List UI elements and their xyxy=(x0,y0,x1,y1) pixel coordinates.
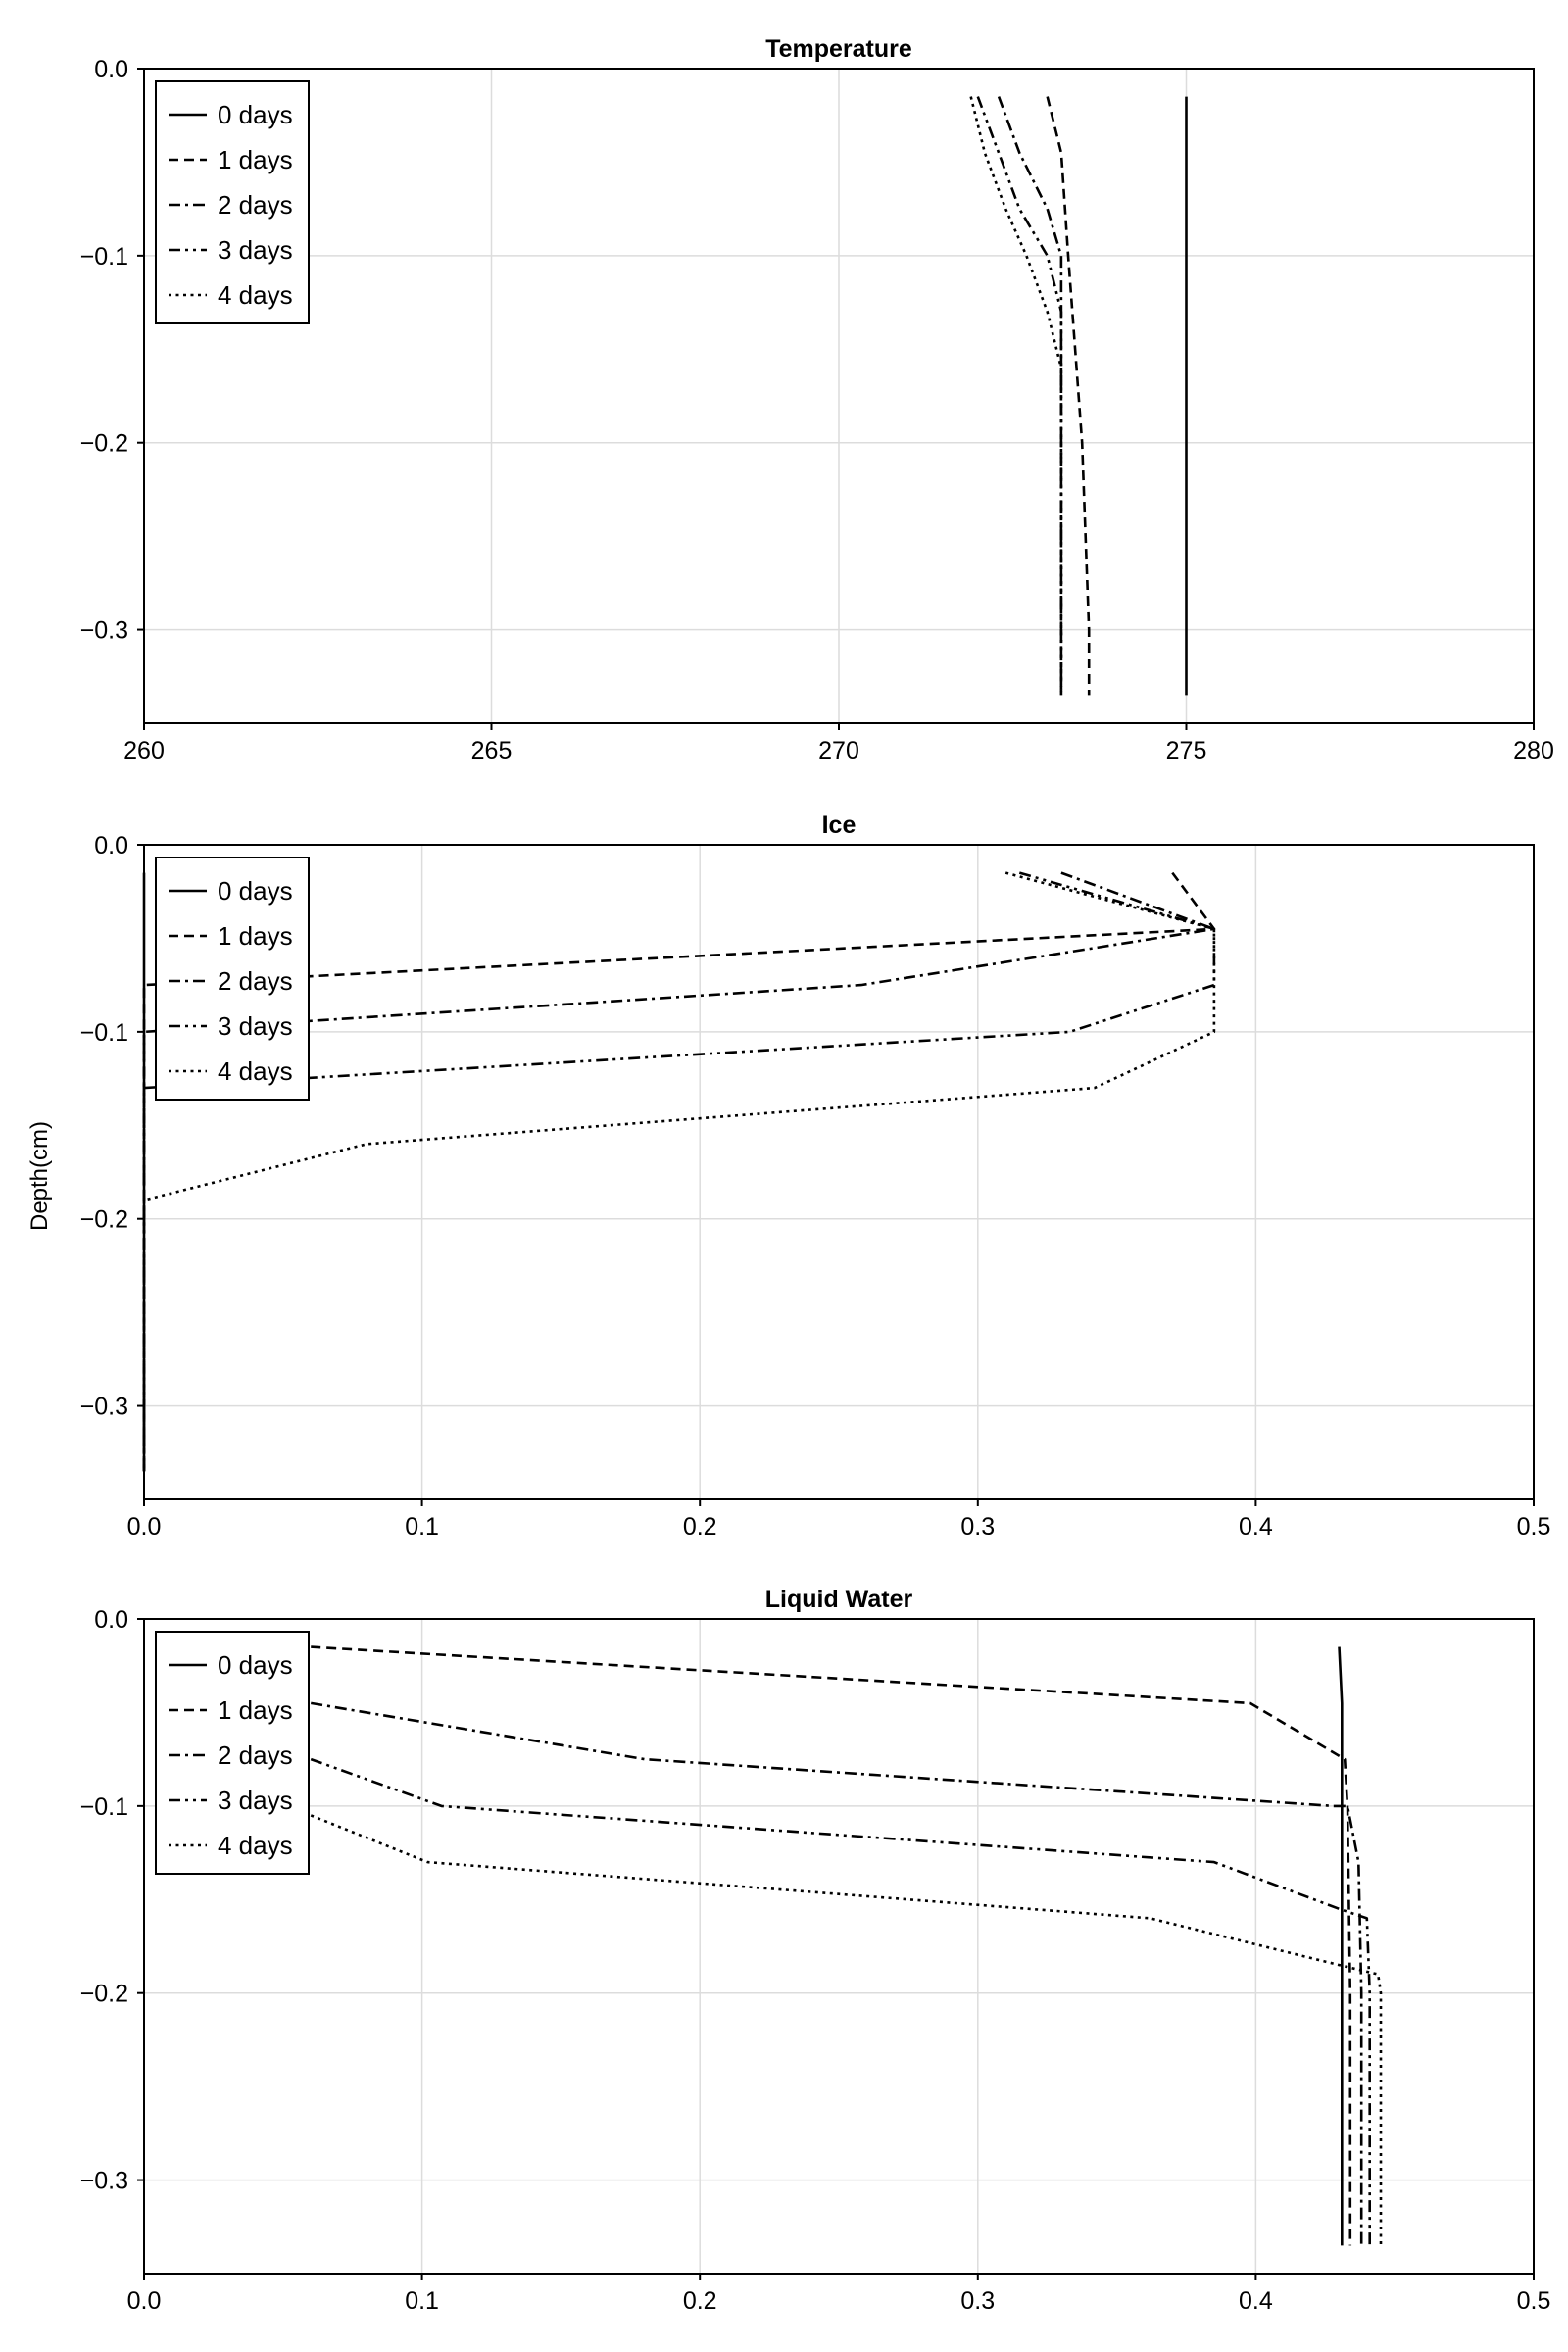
legend: 0 days 1 days 2 days 3 days 4 days xyxy=(155,857,310,1101)
y-tick-label: −0.2 xyxy=(80,430,128,458)
x-tick-label: 0.0 xyxy=(127,1513,162,1541)
legend-box xyxy=(155,857,310,1101)
legend-label: 2 days xyxy=(218,1740,293,1770)
x-tick-label: 0.5 xyxy=(1517,2287,1551,2315)
series-line-1-days xyxy=(1046,96,1091,696)
legend-box xyxy=(155,1631,310,1875)
legend-label: 3 days xyxy=(218,1786,293,1815)
x-tick-label: 0.0 xyxy=(127,2287,162,2315)
plot-frame xyxy=(143,844,1535,1500)
legend-label: 0 days xyxy=(218,1650,293,1680)
plot-frame xyxy=(143,1618,1535,2275)
y-tick-label: 0.0 xyxy=(94,1606,128,1634)
x-tick-label: 0.2 xyxy=(683,1513,717,1541)
y-tick-label: −0.3 xyxy=(80,2168,128,2195)
chart-title: Liquid Water xyxy=(765,1586,913,1613)
x-tick-label: 280 xyxy=(1513,737,1554,764)
legend-label: 4 days xyxy=(218,1056,293,1086)
x-tick-label: 0.1 xyxy=(405,2287,439,2315)
y-tick-label: 0.0 xyxy=(94,56,128,83)
x-tick-label: 260 xyxy=(123,737,165,764)
series-line-4-days xyxy=(969,96,1063,696)
x-tick-label: 0.5 xyxy=(1517,1513,1551,1541)
chart-title: Ice xyxy=(822,811,857,839)
y-tick-label: 0.0 xyxy=(94,832,128,859)
series-line-2-days xyxy=(310,1701,1363,2246)
x-tick-label: 0.1 xyxy=(405,1513,439,1541)
y-tick-label: −0.2 xyxy=(80,1206,128,1234)
x-tick-label: 0.4 xyxy=(1239,2287,1273,2315)
legend-label: 2 days xyxy=(218,190,293,220)
panels: Temperature 260 265 270 275 280 0.0 −0.1 −0.2 −0.… xyxy=(80,35,1554,2315)
series-line-4-days xyxy=(142,871,1216,1472)
series-line-0-days xyxy=(1338,1646,1344,2246)
x-tick-label: 0.2 xyxy=(683,2287,717,2315)
plot-frame xyxy=(143,68,1535,724)
legend-label: 1 days xyxy=(218,1695,293,1725)
legend-box xyxy=(155,80,310,324)
y-tick-label: −0.3 xyxy=(80,1394,128,1421)
legend-label: 0 days xyxy=(218,876,293,906)
x-tick-label: 0.3 xyxy=(960,1513,995,1541)
legend-label: 1 days xyxy=(218,145,293,174)
legend: 0 days 1 days 2 days 3 days 4 days xyxy=(155,80,310,324)
legend: 0 days 1 days 2 days 3 days 4 days xyxy=(155,1631,310,1875)
y-tick-label: −0.1 xyxy=(80,1793,128,1821)
x-tick-label: 0.4 xyxy=(1239,1513,1273,1541)
legend-label: 0 days xyxy=(218,100,293,129)
legend-label: 3 days xyxy=(218,235,293,265)
y-tick-label: −0.1 xyxy=(80,243,128,270)
chart-panel-1: Temperature 260 265 270 275 280 0.0 −0.1 −0.2 −0.… xyxy=(80,35,1554,764)
y-tick-label: −0.1 xyxy=(80,1019,128,1047)
x-tick-label: 275 xyxy=(1166,737,1207,764)
series-line-3-days xyxy=(310,1757,1371,2246)
legend-label: 4 days xyxy=(218,1831,293,1860)
series-line-1-days xyxy=(311,1645,1352,2246)
chart-title: Temperature xyxy=(765,35,912,63)
x-tick-label: 0.3 xyxy=(960,2287,995,2315)
legend-label: 3 days xyxy=(218,1011,293,1041)
chart-panel-2: Ice 0.0 0.1 0.2 0.3 0.4 0.5 0.0 −0.1 −0.2 −0.3 0 da… xyxy=(80,811,1551,1541)
chart-panel-3: Liquid Water 0.0 0.1 0.2 0.3 0.4 0.5 0.0 −0.1 −0.… xyxy=(80,1586,1551,2315)
y-tick-label: −0.2 xyxy=(80,1981,128,2008)
x-tick-label: 265 xyxy=(471,737,513,764)
figure-ylabel: Depth(cm) xyxy=(26,1121,53,1231)
x-tick-label: 270 xyxy=(818,737,859,764)
legend-label: 4 days xyxy=(218,280,293,310)
y-tick-label: −0.3 xyxy=(80,617,128,645)
legend-label: 2 days xyxy=(218,966,293,996)
legend-label: 1 days xyxy=(218,921,293,951)
